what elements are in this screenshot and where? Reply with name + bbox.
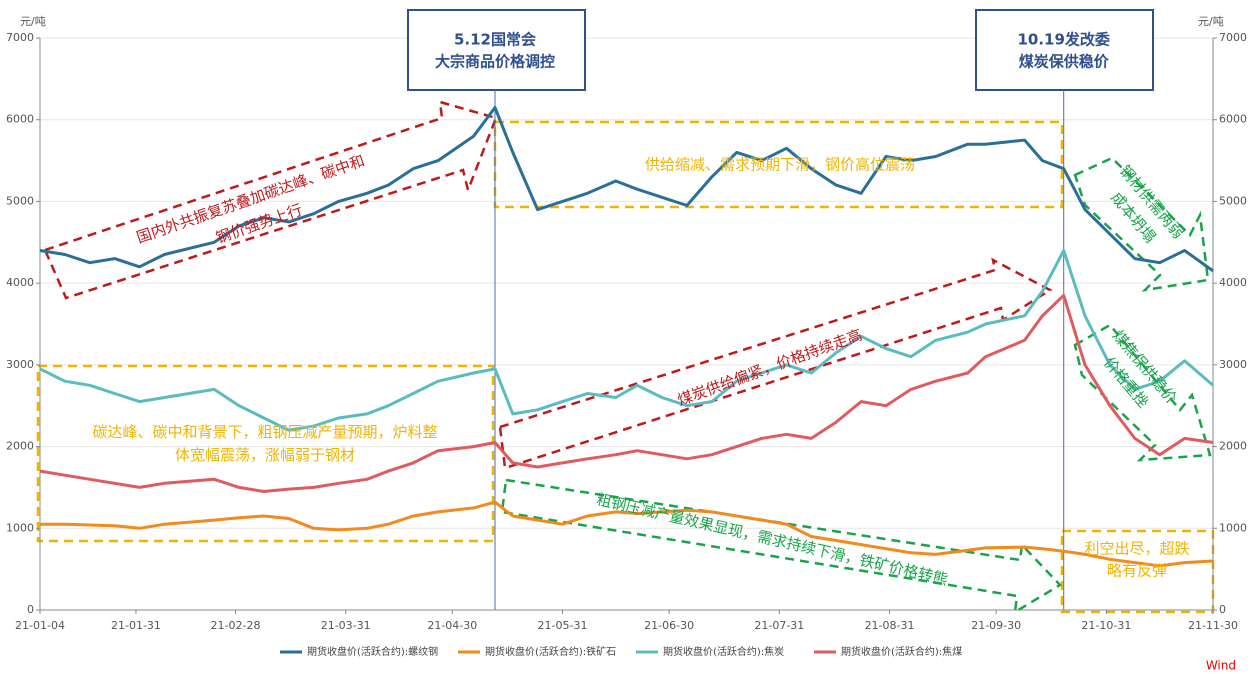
event-label: 10.19发改委 bbox=[1017, 31, 1109, 49]
y-tick-label: 6000 bbox=[6, 113, 34, 126]
series-line bbox=[40, 500, 1214, 568]
y2-tick-label: 3000 bbox=[1219, 358, 1247, 371]
y2-tick-label: 1000 bbox=[1219, 521, 1247, 534]
y-unit: 元/吨 bbox=[20, 15, 46, 28]
decorations bbox=[36, 100, 1215, 615]
y2-tick-label: 2000 bbox=[1219, 440, 1247, 453]
legend-label: 期货收盘价(活跃合约):焦炭 bbox=[663, 645, 784, 658]
annotation: 煤炭供给偏紧，价格持续走高 bbox=[675, 326, 864, 410]
x-tick-label: 21-05-31 bbox=[538, 619, 588, 632]
y-tick-label: 1000 bbox=[6, 521, 34, 534]
x-tick-label: 21-10-31 bbox=[1081, 619, 1131, 632]
y2-tick-label: 7000 bbox=[1219, 31, 1247, 44]
y-tick-label: 3000 bbox=[6, 358, 34, 371]
arrow bbox=[43, 100, 498, 300]
annotation-text: 体宽幅震荡，涨幅弱于钢材 bbox=[175, 446, 355, 464]
series-line bbox=[39, 293, 1214, 493]
x-tick-label: 21-01-04 bbox=[15, 619, 65, 632]
series-line bbox=[39, 106, 1214, 273]
event-label: 煤炭保供稳价 bbox=[1019, 53, 1110, 71]
annotation-text: 供给缩减、需求预期下滑，钢价高位震荡 bbox=[645, 156, 915, 174]
event-label: 大宗商品价格调控 bbox=[435, 53, 555, 71]
x-tick-label: 21-01-31 bbox=[111, 619, 161, 632]
event-box bbox=[407, 9, 586, 91]
arrow bbox=[498, 257, 1053, 470]
y-tick-label: 7000 bbox=[6, 31, 34, 44]
x-tick-label: 21-07-31 bbox=[754, 619, 804, 632]
y-tick-label: 0 bbox=[27, 603, 34, 616]
annotation-text: 碳达峰、碳中和背景下，粗钢压减产量预期，炉料整 bbox=[92, 423, 437, 441]
y2-unit: 元/吨 bbox=[1198, 15, 1224, 28]
annotation: 供给缩减、需求预期下滑，钢价高位震荡 bbox=[645, 156, 915, 174]
y2-tick-label: 4000 bbox=[1219, 276, 1247, 289]
event-label: 5.12国常会 bbox=[454, 31, 536, 49]
x-tick-label: 21-02-28 bbox=[211, 619, 261, 632]
annotation-text: 略有反弹 bbox=[1107, 562, 1167, 580]
source: Wind bbox=[1206, 659, 1236, 673]
y2-tick-label: 5000 bbox=[1219, 194, 1247, 207]
legend-label: 期货收盘价(活跃合约):焦煤 bbox=[841, 645, 962, 658]
arrow bbox=[500, 478, 1062, 615]
y2-tick-label: 0 bbox=[1219, 603, 1226, 616]
y-tick-label: 2000 bbox=[6, 440, 34, 453]
x-tick-label: 21-06-30 bbox=[644, 619, 694, 632]
legend-label: 期货收盘价(活跃合约):螺纹钢 bbox=[307, 645, 438, 658]
event-box bbox=[975, 9, 1154, 91]
x-tick-label: 21-09-30 bbox=[971, 619, 1021, 632]
box bbox=[1060, 529, 1215, 614]
y2-tick-label: 6000 bbox=[1219, 113, 1247, 126]
box bbox=[36, 364, 495, 543]
annotation-text: 利空出尽，超跌 bbox=[1084, 540, 1189, 558]
y-tick-label: 5000 bbox=[6, 194, 34, 207]
x-tick-label: 21-03-31 bbox=[321, 619, 371, 632]
legend-label: 期货收盘价(活跃合约):铁矿石 bbox=[485, 645, 616, 658]
series-line bbox=[39, 249, 1214, 432]
annotation-text: 煤炭供给偏紧，价格持续走高 bbox=[675, 326, 864, 410]
arrow bbox=[1073, 156, 1210, 292]
y-tick-label: 4000 bbox=[6, 276, 34, 289]
x-tick-label: 21-11-30 bbox=[1188, 619, 1238, 632]
x-tick-label: 21-04-30 bbox=[427, 619, 477, 632]
x-tick-label: 21-08-31 bbox=[865, 619, 915, 632]
